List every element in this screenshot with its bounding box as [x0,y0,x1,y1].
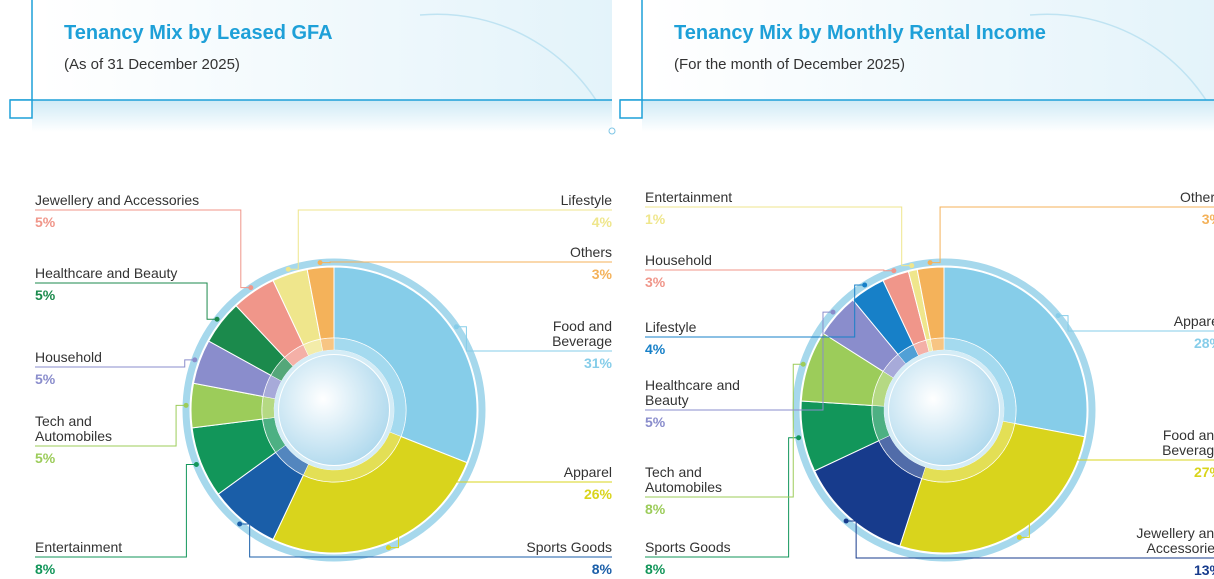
value-label: 8% [645,561,666,577]
leader-dot [385,545,391,551]
leader-line [388,481,612,549]
category-label: Entertainment [645,189,733,205]
inner-segment [930,337,945,352]
category-label: Food and Beverage [1162,427,1214,458]
category-label: Household [645,252,712,268]
leader-line [320,261,612,264]
leader-dot [891,268,897,274]
category-label: Jewellery and Accessories [1136,525,1214,556]
inner-segment [261,396,276,420]
chart-title: Tenancy Mix by Leased GFA [64,22,333,44]
header-bg [40,0,612,100]
category-label: Lifestyle [560,192,612,208]
leader-dot [285,266,291,272]
value-label: 5% [35,371,56,387]
value-label: 8% [35,561,56,577]
category-label: Healthcare and Beauty [645,377,740,408]
value-label: 27% [1193,464,1214,480]
header-band [642,100,1214,132]
category-label: Lifestyle [645,319,697,335]
leader-line [288,209,612,270]
category-label: Apparel [1173,313,1214,329]
value-label: 28% [1193,335,1214,351]
category-label: Tech and Automobiles [35,413,113,444]
leader-line [456,326,612,352]
category-label: Tech and Automobiles [645,464,723,495]
value-label: 5% [645,414,666,430]
leader-line [645,269,894,272]
value-label: 31% [583,355,612,371]
leader-line [35,209,251,289]
value-label: 8% [591,561,612,577]
chart-subtitle: (For the month of December 2025) [674,56,905,73]
value-label: 3% [645,274,666,290]
leader-line [645,206,912,267]
leader-line [1058,315,1214,332]
leader-dot [1055,313,1061,319]
header-square [9,99,33,119]
leader-line [846,520,1214,559]
leader-dot [927,260,933,266]
leader-dot [183,402,189,408]
value-label: 5% [35,287,56,303]
category-label: Others [1179,189,1214,205]
leader-dot [237,521,243,527]
leader-line [35,282,218,320]
inner-ring [274,350,394,470]
leader-line [645,363,804,498]
header-dot [608,127,616,135]
leader-dot [909,263,915,269]
leader-dot [453,324,459,330]
header-bg [650,0,1214,100]
leader-dot [193,461,199,467]
leader-dot [317,260,323,266]
category-label: Sports Goods [645,539,731,555]
leader-line [645,311,833,411]
category-label: Food and Beverage [552,318,612,349]
category-label: Others [569,244,612,260]
inner-segment [320,337,335,352]
leader-line [930,206,1214,264]
donut-core [889,355,999,465]
leader-line [35,359,195,368]
leader-dot [843,518,849,524]
leader-dot [796,435,802,441]
value-label: 13% [1193,562,1214,578]
leader-dot [830,309,836,315]
category-label: Jewellery and Accessories [35,192,200,208]
leader-line [645,284,865,338]
leader-dot [1016,534,1022,540]
leader-line [239,523,612,558]
value-label: 3% [1201,211,1214,227]
leader-dot [192,357,198,363]
value-label: 26% [583,486,612,502]
category-label: Sports Goods [526,539,612,555]
category-label: Apparel [563,464,612,480]
leader-line [1019,459,1214,538]
leader-line [35,404,187,447]
header-square [619,99,643,119]
donut-core [279,355,389,465]
leader-dot [800,361,806,367]
leader-dot [248,285,254,291]
value-label: 3% [591,266,612,282]
value-label: 4% [591,214,612,230]
category-label: Household [35,349,102,365]
category-label: Healthcare and Beauty [35,265,178,281]
value-label: 8% [645,501,666,517]
chart-title: Tenancy Mix by Monthly Rental Income [674,22,1046,44]
value-label: 4% [645,341,666,357]
leader-dot [214,316,220,322]
leader-dot [862,282,868,288]
leader-line [35,463,197,558]
chart-subtitle: (As of 31 December 2025) [64,56,240,73]
inner-ring [884,350,1004,470]
value-label: 5% [35,450,56,466]
category-label: Entertainment [35,539,123,555]
value-label: 5% [35,214,56,230]
value-label: 1% [645,211,666,227]
header-band [32,100,612,132]
